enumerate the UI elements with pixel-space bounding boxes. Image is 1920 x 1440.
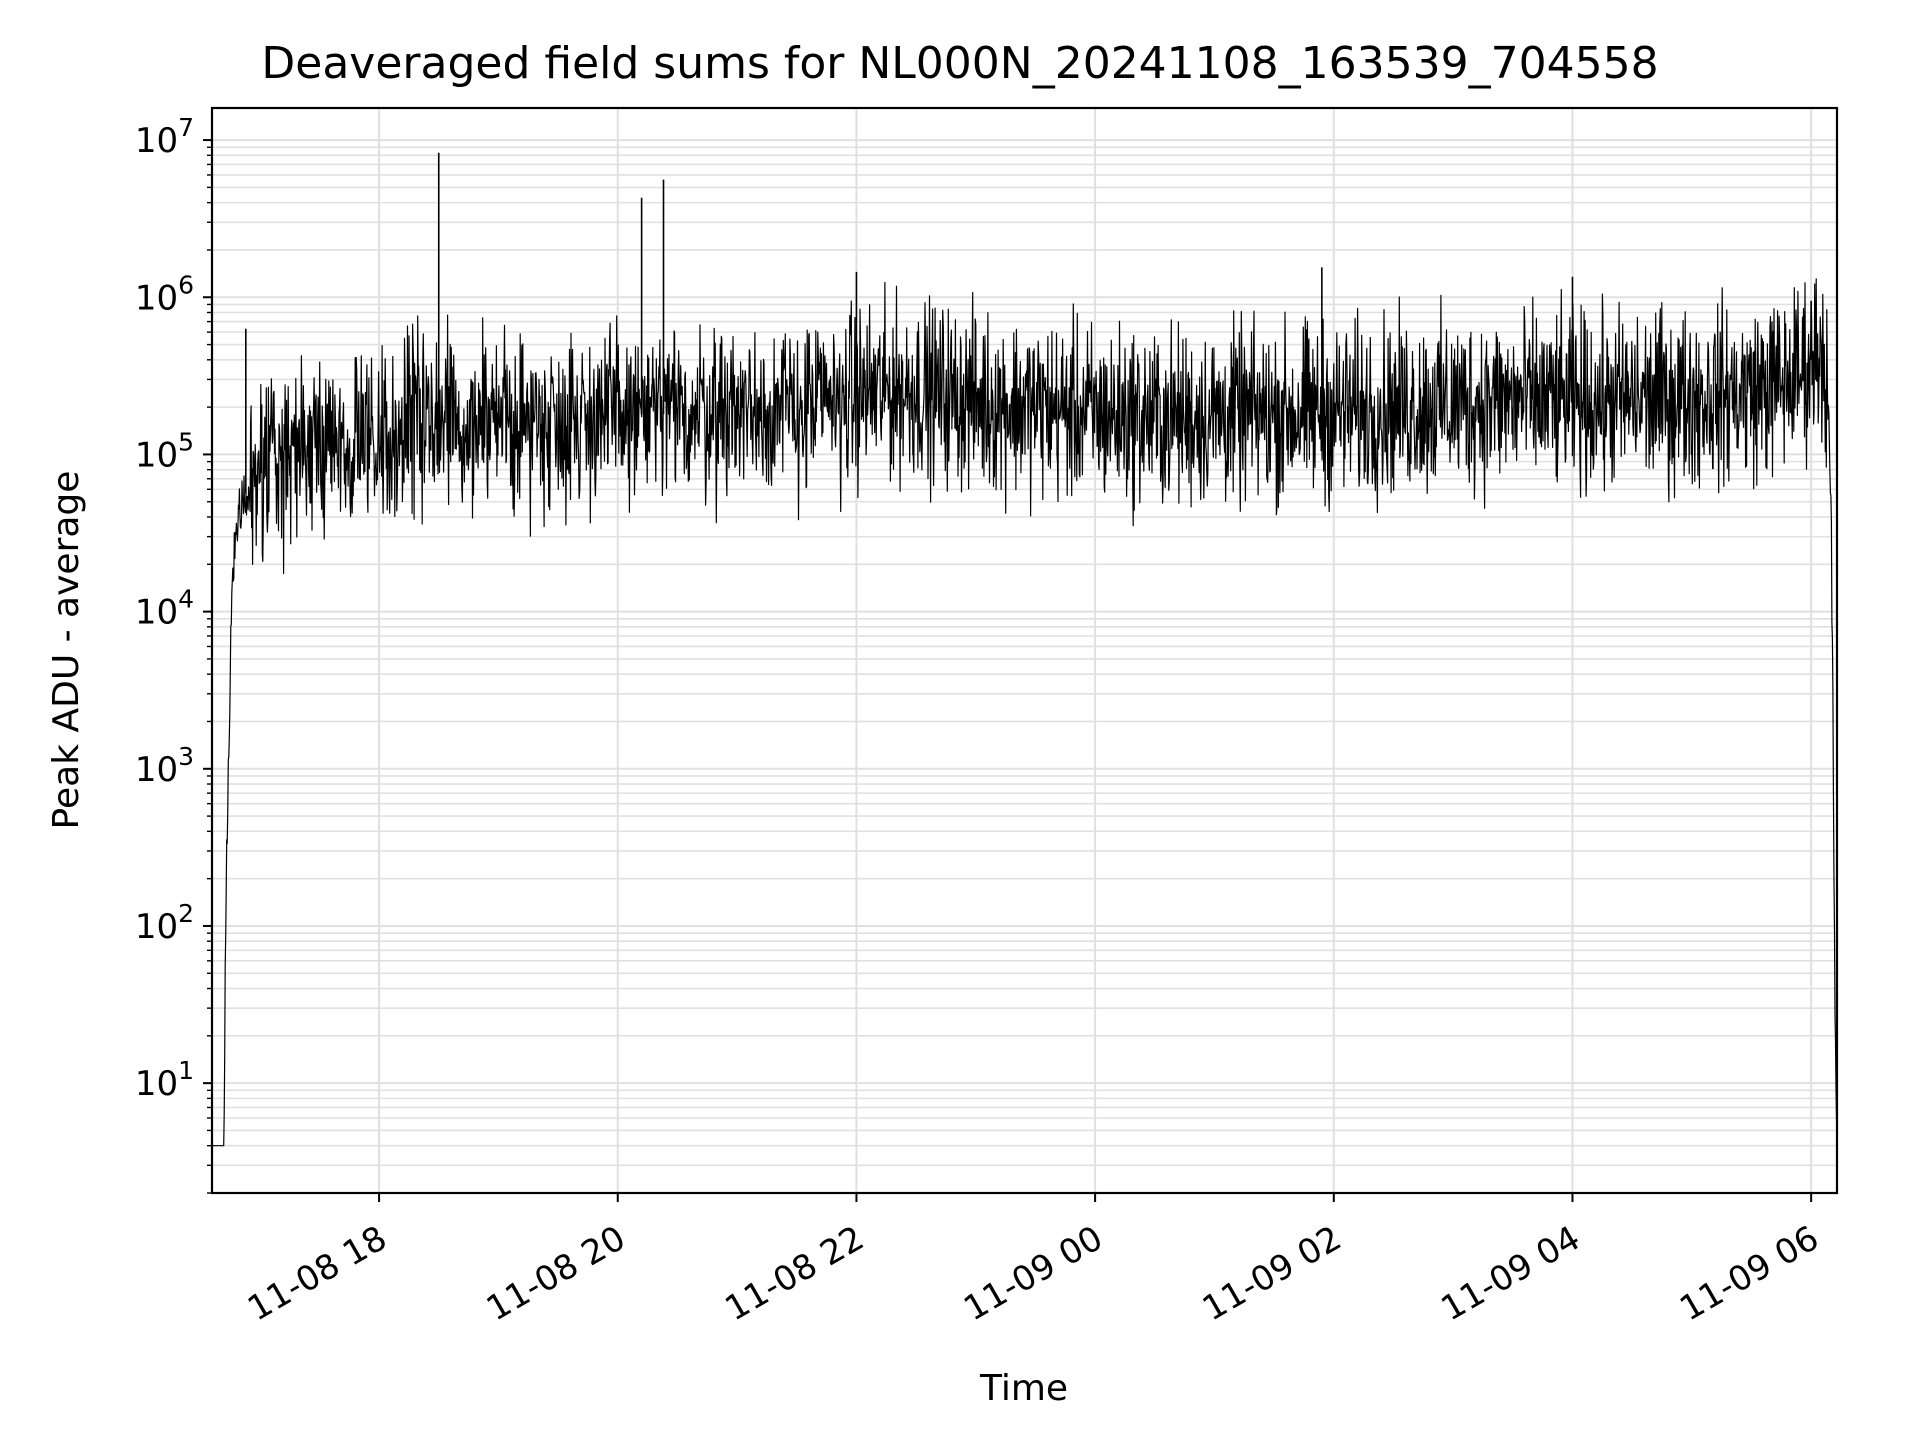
series-line bbox=[211, 278, 1838, 1147]
data-layer bbox=[211, 152, 1838, 1147]
y-axis-label: Peak ADU - average bbox=[46, 471, 87, 830]
x-tick-label: 11-09 00 bbox=[957, 1218, 1109, 1329]
y-tick-label: 103 bbox=[135, 742, 194, 790]
x-tick-label: 11-08 22 bbox=[719, 1218, 871, 1329]
y-tick-label: 102 bbox=[135, 899, 194, 947]
plot-frame bbox=[210, 106, 1839, 1195]
chart-title: Deaveraged field sums for NL000N_2024110… bbox=[261, 38, 1658, 89]
y-tick-label: 105 bbox=[135, 427, 194, 475]
y-tick-label: 107 bbox=[135, 113, 194, 161]
grid bbox=[212, 108, 1837, 1194]
x-tick-label: 11-09 06 bbox=[1673, 1218, 1825, 1329]
x-axis-label: Time bbox=[979, 1368, 1068, 1409]
x-tick-label: 11-08 20 bbox=[480, 1218, 632, 1329]
x-tick-label: 11-09 04 bbox=[1435, 1218, 1587, 1329]
y-tick-label: 106 bbox=[135, 270, 194, 318]
y-tick-label: 101 bbox=[135, 1056, 194, 1104]
y-tick-label: 104 bbox=[135, 585, 194, 633]
x-tick-label: 11-08 18 bbox=[241, 1218, 393, 1329]
x-tick-label: 11-09 02 bbox=[1196, 1218, 1348, 1329]
